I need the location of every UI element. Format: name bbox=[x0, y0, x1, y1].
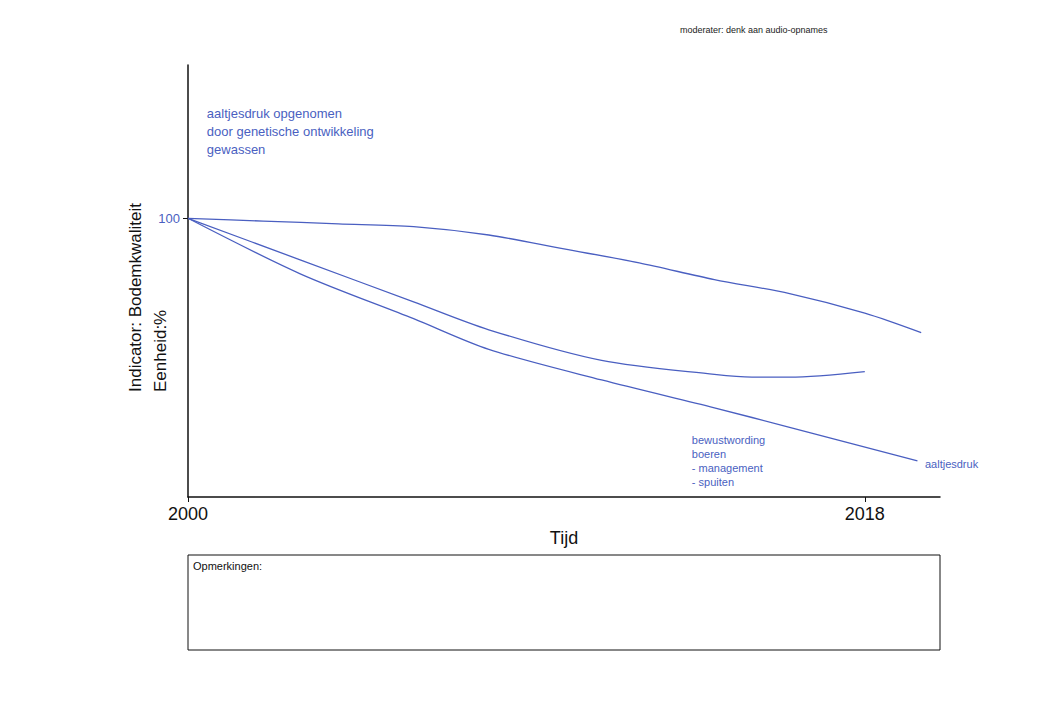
svg-text:2000: 2000 bbox=[168, 504, 208, 524]
svg-text:Eenheid:%: Eenheid:% bbox=[151, 310, 170, 392]
svg-text:Indicator: Bodemkwaliteit: Indicator: Bodemkwaliteit bbox=[126, 203, 145, 392]
svg-text:door genetische ontwikkeling: door genetische ontwikkeling bbox=[207, 124, 374, 139]
svg-text:aaltjesdruk: aaltjesdruk bbox=[925, 458, 979, 470]
svg-text:Opmerkingen:: Opmerkingen: bbox=[193, 560, 262, 572]
svg-text:boeren: boeren bbox=[692, 448, 726, 460]
svg-text:aaltjesdruk opgenomen: aaltjesdruk opgenomen bbox=[207, 106, 342, 121]
svg-text:Tijd: Tijd bbox=[550, 528, 578, 548]
svg-text:gewassen: gewassen bbox=[207, 142, 266, 157]
svg-text:moderater: denk aan audio-opna: moderater: denk aan audio-opnames bbox=[680, 25, 828, 35]
svg-text:2018: 2018 bbox=[845, 504, 885, 524]
svg-text:100: 100 bbox=[158, 211, 180, 226]
svg-text:bewustwording: bewustwording bbox=[692, 434, 765, 446]
svg-text:- management: - management bbox=[692, 462, 763, 474]
svg-text:- spuiten: - spuiten bbox=[692, 476, 734, 488]
